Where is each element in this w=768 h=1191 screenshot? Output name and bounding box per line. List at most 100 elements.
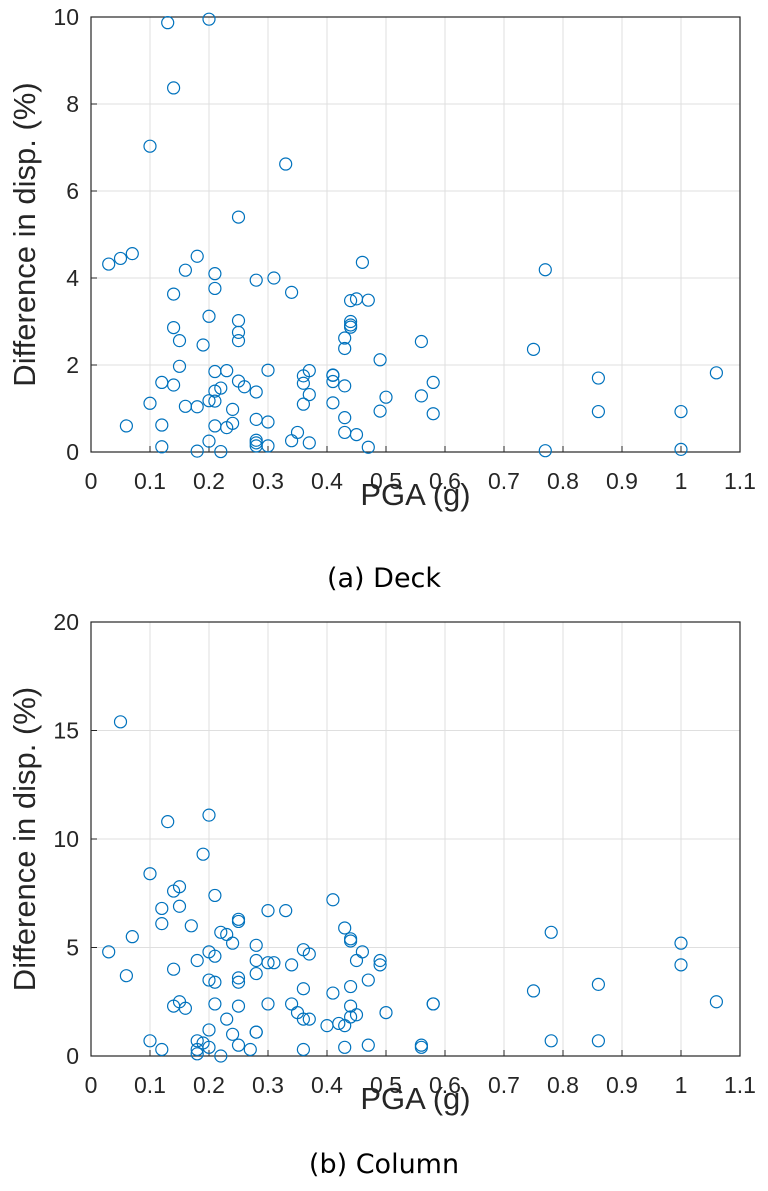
data-point [167, 320, 181, 335]
data-point [355, 255, 369, 269]
data-point [102, 945, 116, 959]
data-point [338, 411, 352, 425]
data-point [326, 893, 340, 907]
axes-box [90, 16, 741, 453]
x-axis-label: PGA (g) [360, 477, 470, 512]
data-point [178, 1001, 192, 1015]
y-tick-label: 2 [66, 352, 79, 378]
data-point [361, 440, 375, 454]
data-point [231, 210, 246, 224]
data-point [674, 404, 688, 419]
data-point [214, 444, 228, 459]
data-point [538, 444, 552, 458]
data-point [167, 81, 181, 95]
data-point [326, 374, 340, 389]
data-point [190, 1047, 204, 1061]
data-point [373, 404, 387, 418]
data-point [338, 1040, 352, 1054]
data-point [202, 1040, 216, 1054]
x-tick-label: 0.1 [134, 468, 166, 494]
data-point [526, 984, 541, 998]
x-tick-label: 0.3 [252, 1072, 284, 1098]
data-point [184, 919, 198, 933]
x-tick-label: 0.8 [547, 1072, 579, 1098]
data-point [261, 956, 275, 970]
y-tick-label: 10 [53, 4, 79, 30]
x-axis-label: PGA (g) [360, 1081, 470, 1116]
data-point [249, 273, 263, 287]
x-tick-label: 0.6 [429, 468, 461, 494]
data-point [261, 904, 275, 918]
data-point [202, 973, 216, 987]
x-tick-label: 0.1 [134, 1072, 166, 1098]
data-point [338, 379, 352, 393]
data-point [261, 363, 275, 377]
data-point [226, 1027, 240, 1041]
y-tick-label: 20 [53, 609, 79, 635]
data-point [143, 867, 157, 881]
data-point [296, 397, 310, 411]
data-point [249, 1025, 263, 1039]
x-tick-label: 1.1 [724, 1072, 756, 1098]
data-point [344, 934, 358, 948]
data-point [338, 331, 352, 345]
data-point [279, 157, 293, 171]
data-point [190, 400, 204, 414]
data-point [349, 428, 364, 442]
data-point [279, 904, 293, 918]
data-point [302, 387, 316, 402]
data-point [338, 341, 352, 356]
data-point [373, 953, 387, 968]
data-point [155, 418, 169, 432]
data-point [102, 257, 116, 271]
data-point [379, 1005, 393, 1020]
x-tick-label: 0.4 [311, 1072, 343, 1098]
data-point [267, 271, 281, 285]
data-point [208, 267, 222, 281]
y-tick-label: 4 [66, 265, 79, 291]
data-point [208, 394, 222, 408]
data-point [361, 973, 375, 987]
data-point [373, 958, 387, 972]
data-point [172, 880, 187, 894]
x-tick-label: 0.9 [606, 1072, 638, 1098]
data-point [208, 281, 222, 296]
data-point [190, 1034, 204, 1048]
data-point [326, 986, 340, 1000]
data-point [190, 953, 204, 968]
data-point [220, 364, 234, 378]
data-point [231, 334, 246, 348]
data-point [414, 334, 428, 349]
panel-caption: (b) Column [309, 1149, 459, 1180]
x-tick-label: 0.9 [606, 468, 638, 494]
data-point [172, 359, 187, 373]
data-point [591, 1034, 606, 1048]
data-point [267, 956, 281, 970]
data-point [326, 396, 340, 410]
data-point [202, 434, 216, 448]
deck-chart: 0 0.1 0.2 0.3 0.4 0.5 0.6 0.7 0.8 0.9 1 1.1 0 2 4 6 8 10 P… [7, 4, 756, 594]
data-point [155, 917, 169, 931]
x-tick-label: 0.2 [193, 468, 225, 494]
x-tick-label: 0 [85, 468, 98, 494]
data-point [544, 925, 558, 939]
data-point [591, 404, 606, 419]
x-tick-label: 0.3 [252, 468, 284, 494]
data-point [344, 294, 358, 308]
data-point [674, 442, 688, 456]
data-point [155, 440, 169, 454]
data-point [249, 385, 263, 399]
data-point [220, 1012, 234, 1026]
data-point [349, 1008, 364, 1022]
data-point [302, 1012, 316, 1026]
data-point [231, 914, 246, 929]
x-tick-label: 0.4 [311, 468, 343, 494]
data-point [231, 325, 246, 339]
data-point [544, 1034, 558, 1048]
panel-caption: (a) Deck [327, 563, 441, 594]
data-point [208, 888, 222, 903]
plot-area [91, 17, 740, 452]
data-point [190, 444, 204, 458]
data-point [591, 371, 606, 385]
